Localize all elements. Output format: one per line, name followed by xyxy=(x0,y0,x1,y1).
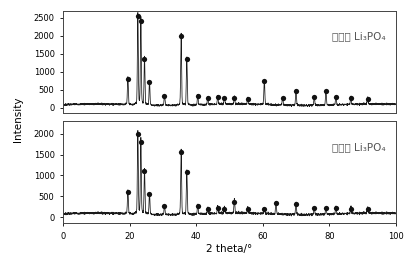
X-axis label: 2 theta/°: 2 theta/° xyxy=(206,244,252,253)
Text: 시약급 Li₃PO₄: 시약급 Li₃PO₄ xyxy=(331,31,385,41)
Text: 제조한 Li₃PO₄: 제조한 Li₃PO₄ xyxy=(331,142,385,152)
Text: Intensity: Intensity xyxy=(13,97,23,143)
